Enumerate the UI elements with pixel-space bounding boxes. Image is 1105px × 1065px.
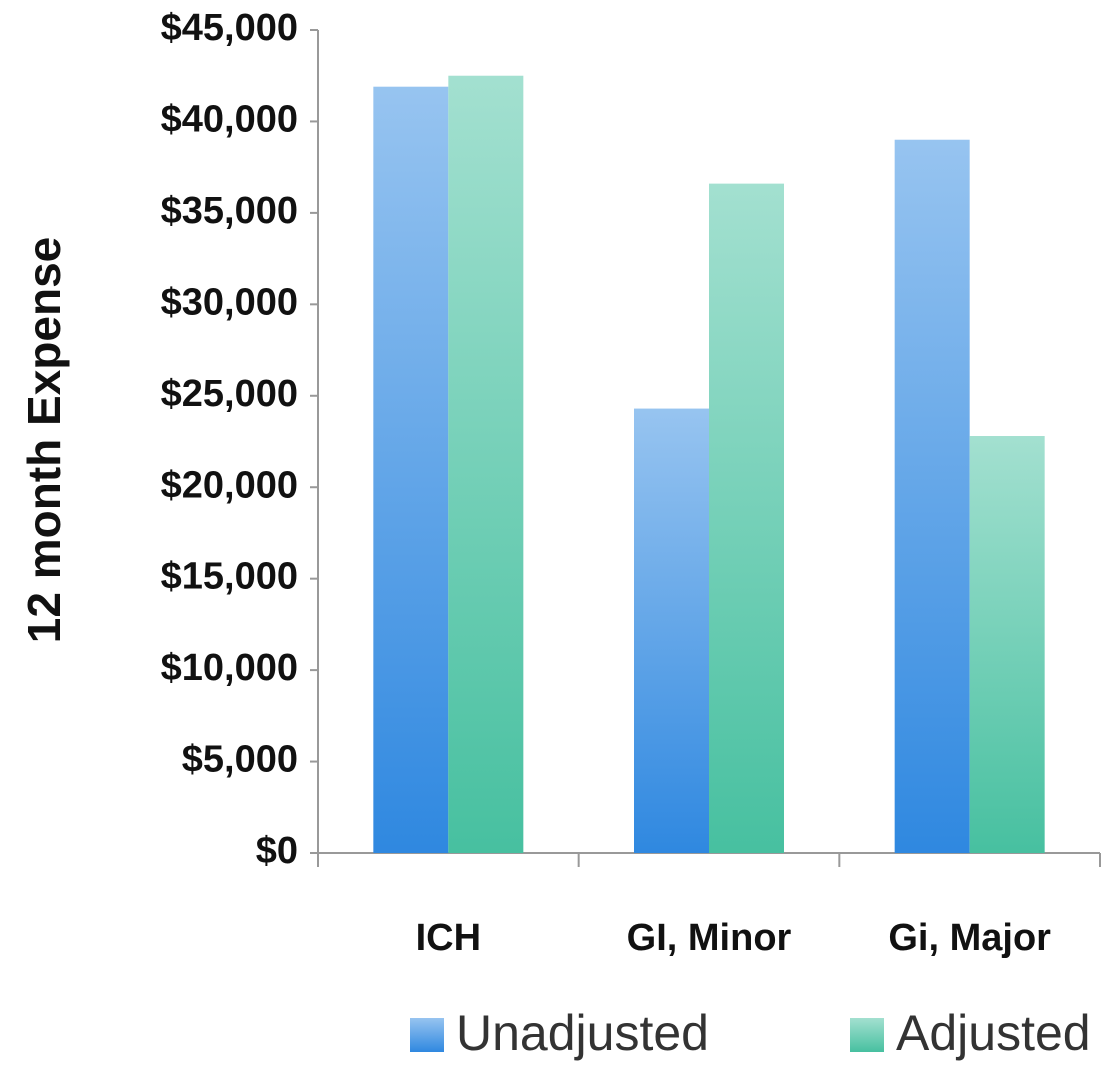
- legend-swatch: [410, 1018, 444, 1052]
- bar: [709, 183, 784, 854]
- bar: [969, 436, 1045, 853]
- legend-label: Adjusted: [896, 1005, 1091, 1061]
- legend-label: Unadjusted: [456, 1005, 709, 1061]
- y-tick-label: $10,000: [161, 647, 298, 689]
- bar: [634, 408, 709, 853]
- legend-swatch: [850, 1018, 884, 1052]
- y-axis-label: 12 month Expense: [18, 237, 70, 643]
- bar: [448, 75, 524, 853]
- y-tick-label: $20,000: [161, 464, 298, 506]
- y-tick-label: $45,000: [161, 7, 298, 49]
- y-tick-label: $30,000: [161, 281, 298, 323]
- y-tick-label: $0: [256, 830, 298, 872]
- x-tick-label: Gi, Major: [888, 917, 1051, 959]
- x-tick-label: GI, Minor: [627, 917, 792, 959]
- y-tick-label: $35,000: [161, 190, 298, 232]
- y-tick-label: $15,000: [161, 556, 298, 598]
- bar: [373, 86, 449, 853]
- y-tick-label: $5,000: [182, 739, 298, 781]
- bar: [894, 139, 970, 853]
- y-tick-label: $40,000: [161, 98, 298, 140]
- y-tick-label: $25,000: [161, 373, 298, 415]
- x-tick-label: ICH: [416, 917, 481, 959]
